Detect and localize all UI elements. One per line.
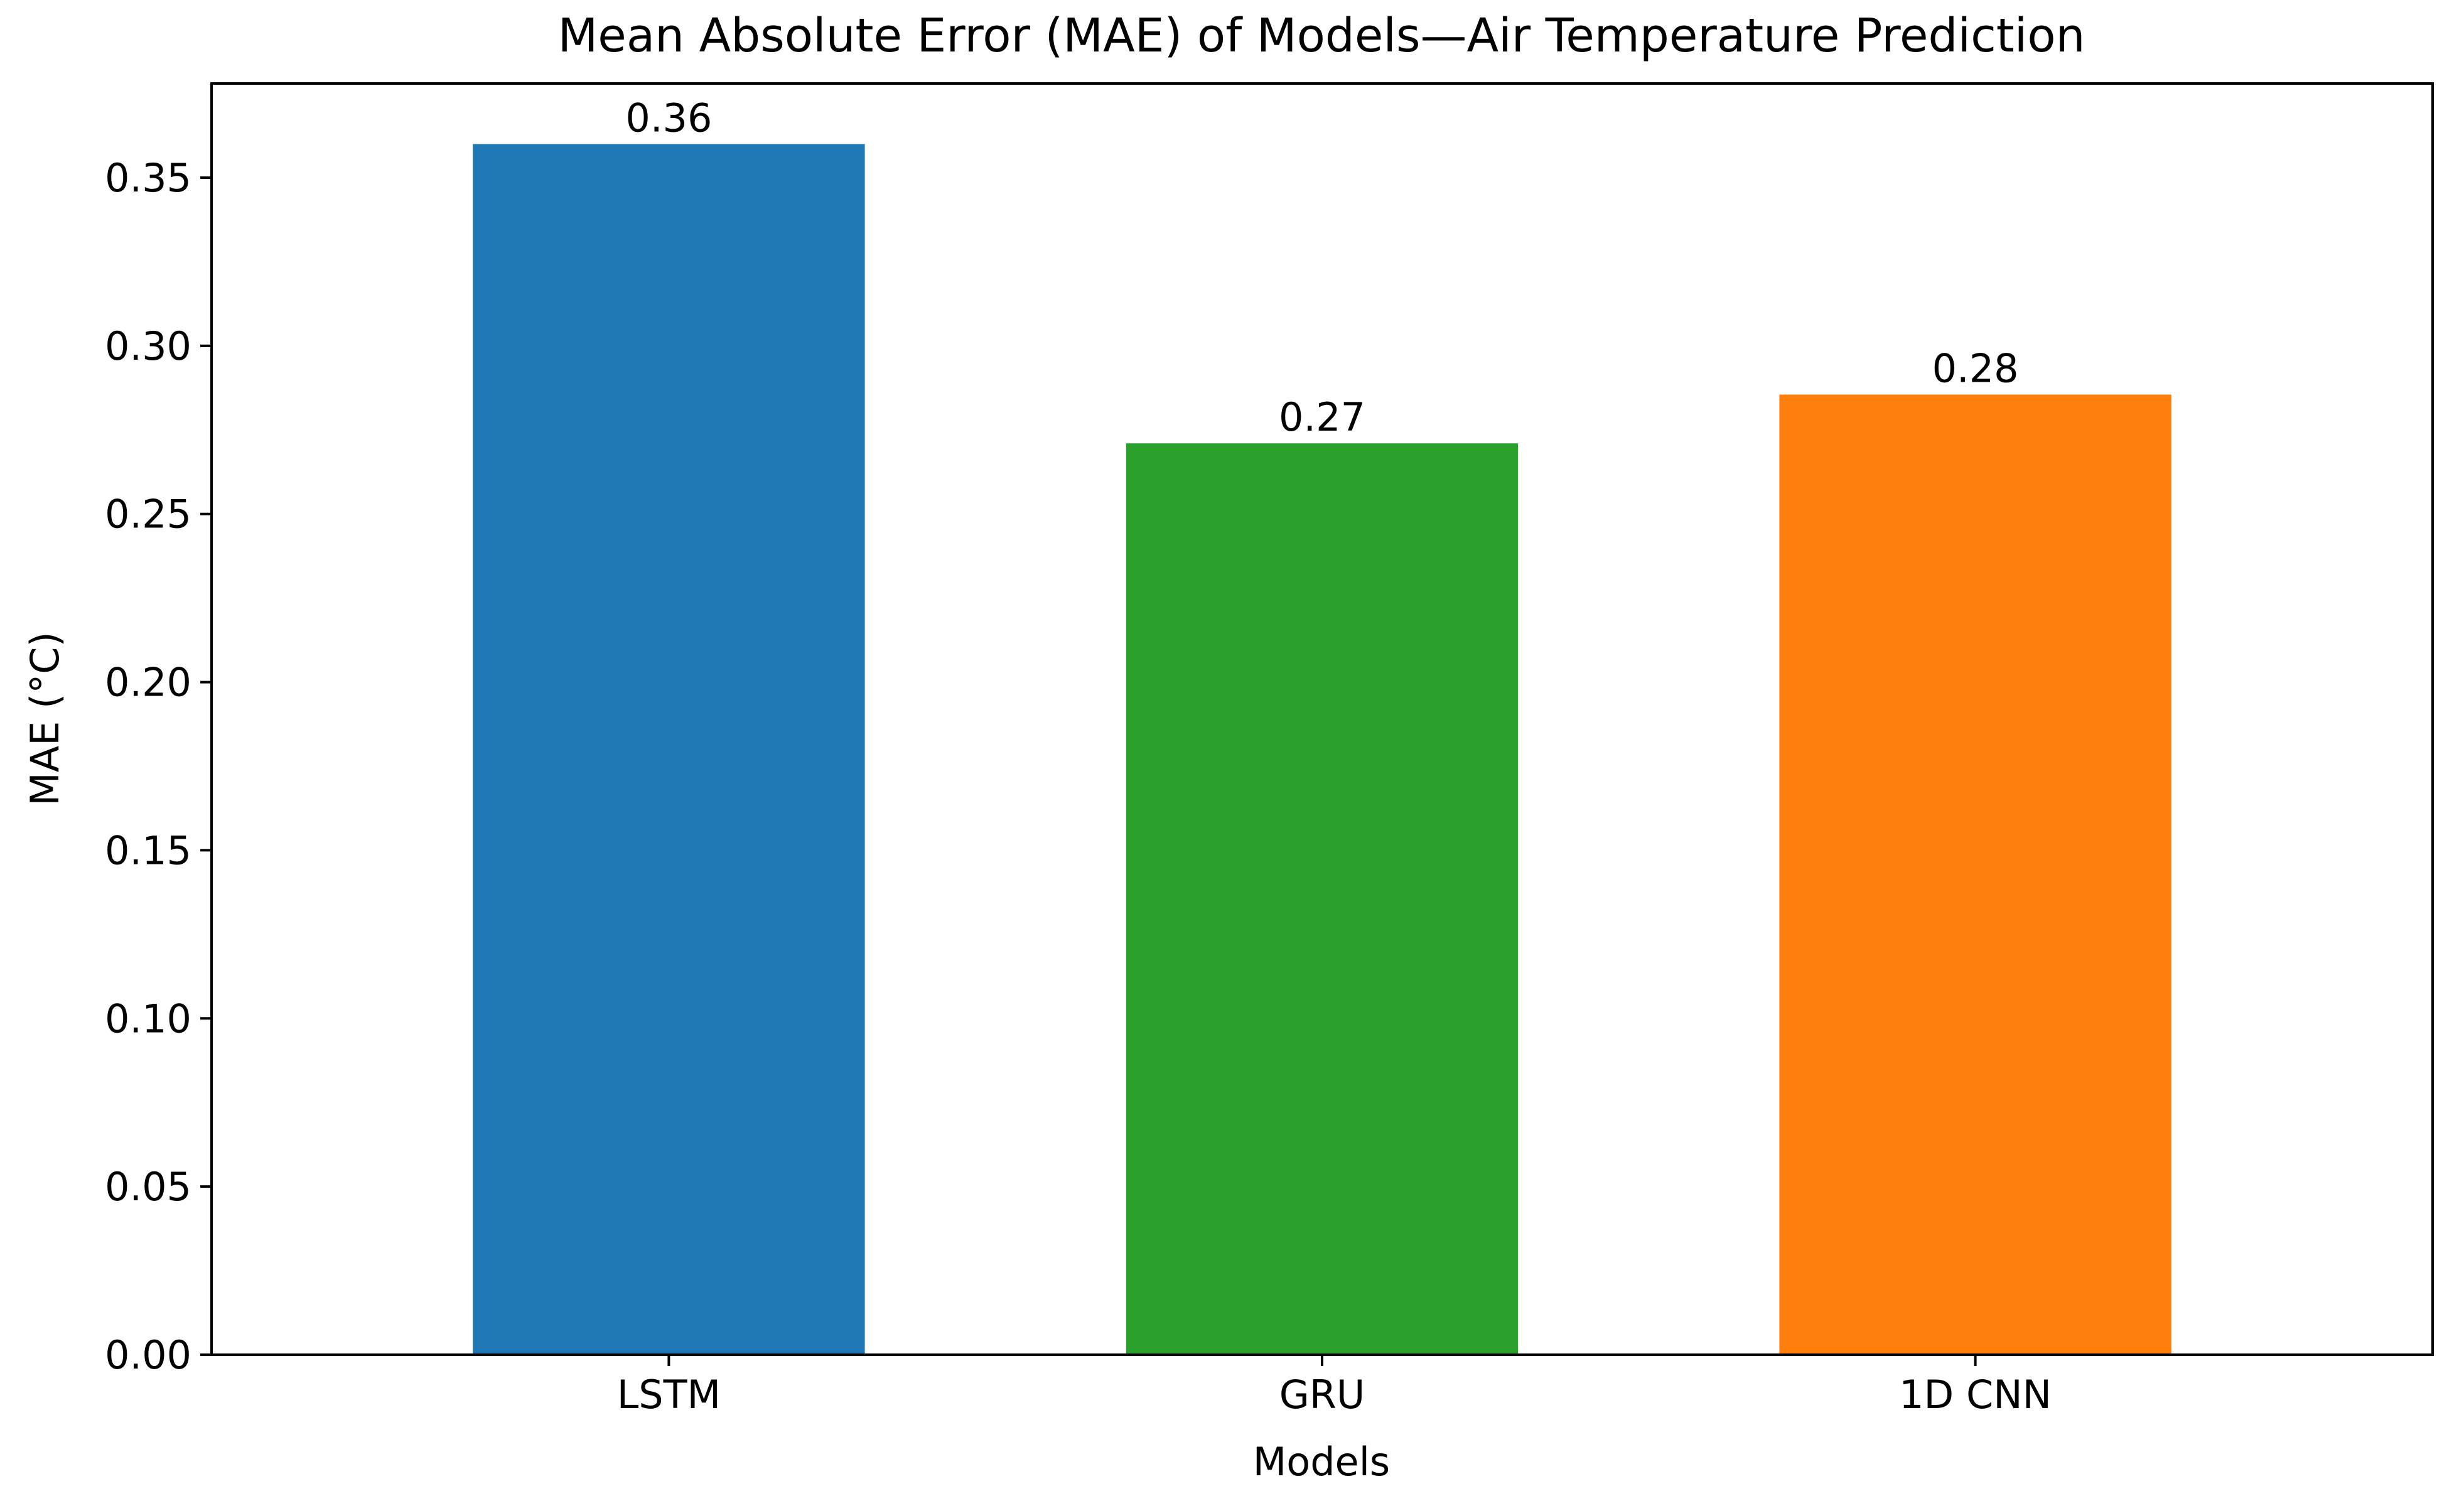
bar-gru [1126, 443, 1519, 1355]
x-tick-label: GRU [1279, 1372, 1365, 1418]
x-axis-label: Models [1253, 1439, 1390, 1485]
bar-1d-cnn [1779, 394, 2171, 1355]
y-axis-ticks: 0.00 0.05 0.10 0.15 0.20 0.25 0.30 0.35 [105, 155, 212, 1378]
y-tick-label: 0.10 [105, 996, 191, 1041]
y-tick-label: 0.35 [105, 155, 191, 201]
chart-title: Mean Absolute Error (MAE) of Models—Air … [557, 9, 2085, 63]
y-tick-label: 0.00 [105, 1332, 191, 1378]
y-tick-label: 0.05 [105, 1164, 191, 1210]
x-axis-ticks: LSTM GRU 1D CNN [617, 1355, 2052, 1418]
y-tick-label: 0.25 [105, 492, 191, 537]
bar-lstm [473, 144, 865, 1355]
y-tick-label: 0.15 [105, 827, 191, 873]
x-tick-label: 1D CNN [1899, 1372, 2052, 1418]
y-tick-label: 0.20 [105, 660, 191, 706]
y-axis-label: MAE (°C) [22, 632, 68, 805]
bars [473, 144, 2171, 1355]
bar-value-label: 0.36 [625, 95, 712, 141]
bar-value-label: 0.28 [1932, 346, 2019, 392]
plot-area-frame [210, 82, 2434, 1356]
data-labels: 0.36 0.27 0.28 [625, 95, 2018, 440]
x-tick-label: LSTM [617, 1372, 721, 1418]
bar-value-label: 0.27 [1279, 394, 1365, 440]
y-tick-label: 0.30 [105, 323, 191, 369]
